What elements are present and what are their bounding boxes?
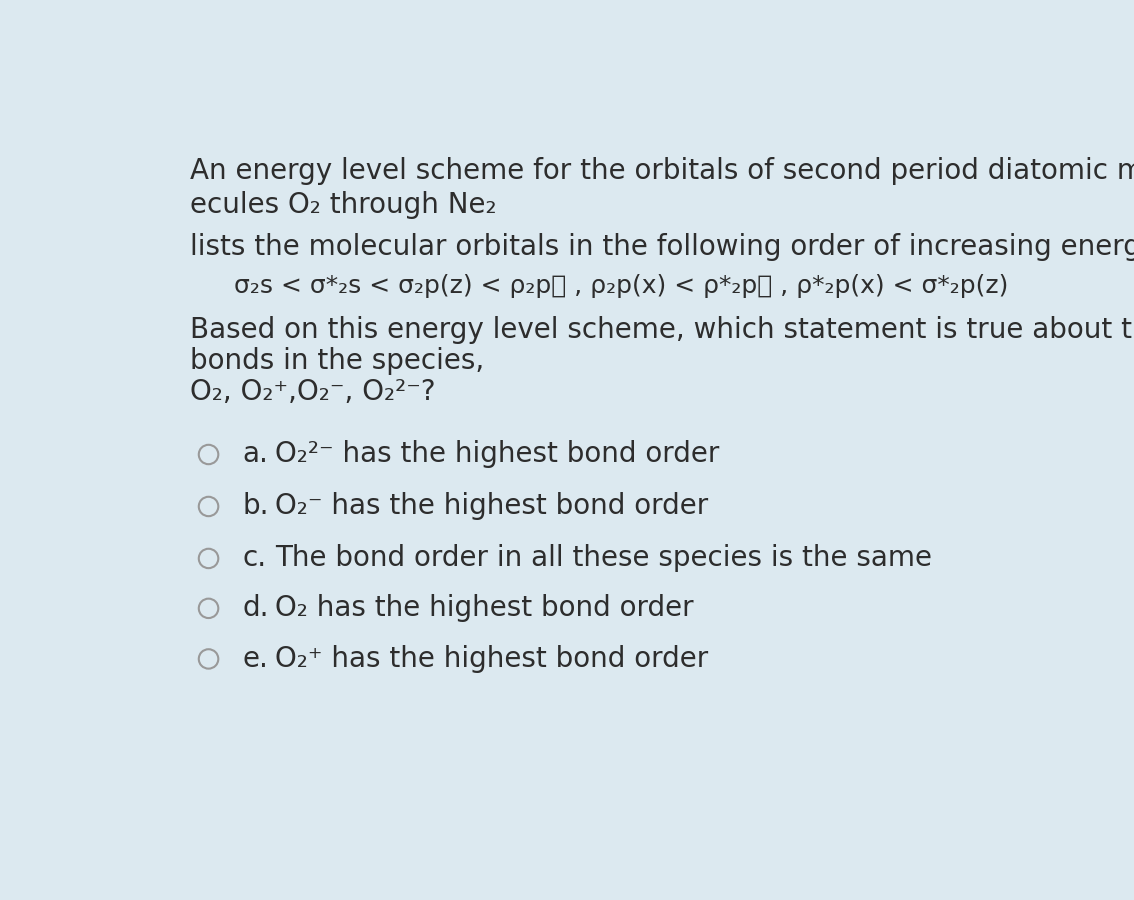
- Text: c.: c.: [243, 544, 266, 572]
- Text: d.: d.: [243, 594, 269, 622]
- Text: O₂, O₂⁺,O₂⁻, O₂²⁻?: O₂, O₂⁺,O₂⁻, O₂²⁻?: [191, 378, 435, 406]
- Text: O₂ has the highest bond order: O₂ has the highest bond order: [276, 594, 694, 622]
- Text: bonds in the species,: bonds in the species,: [191, 347, 484, 375]
- Text: Based on this energy level scheme, which statement is true about the: Based on this energy level scheme, which…: [191, 316, 1134, 344]
- Text: b.: b.: [243, 492, 269, 520]
- Text: An energy level scheme for the orbitals of second period diatomic mol-: An energy level scheme for the orbitals …: [191, 157, 1134, 184]
- Text: lists the molecular orbitals in the following order of increasing energy: lists the molecular orbitals in the foll…: [191, 233, 1134, 261]
- Text: ecules O₂ through Ne₂: ecules O₂ through Ne₂: [191, 191, 497, 220]
- Text: O₂⁺ has the highest bond order: O₂⁺ has the highest bond order: [276, 645, 709, 673]
- Text: O₂²⁻ has the highest bond order: O₂²⁻ has the highest bond order: [276, 440, 720, 469]
- Text: e.: e.: [243, 645, 269, 673]
- Text: The bond order in all these species is the same: The bond order in all these species is t…: [276, 544, 932, 572]
- Text: a.: a.: [243, 440, 269, 469]
- Text: σ₂s < σ*₂s < σ₂p(z) < ρ₂p👍 , ρ₂p(x) < ρ*₂p👍 , ρ*₂p(x) < σ*₂p(z): σ₂s < σ*₂s < σ₂p(z) < ρ₂p👍 , ρ₂p(x) < ρ*…: [234, 274, 1008, 298]
- Text: O₂⁻ has the highest bond order: O₂⁻ has the highest bond order: [276, 492, 709, 520]
